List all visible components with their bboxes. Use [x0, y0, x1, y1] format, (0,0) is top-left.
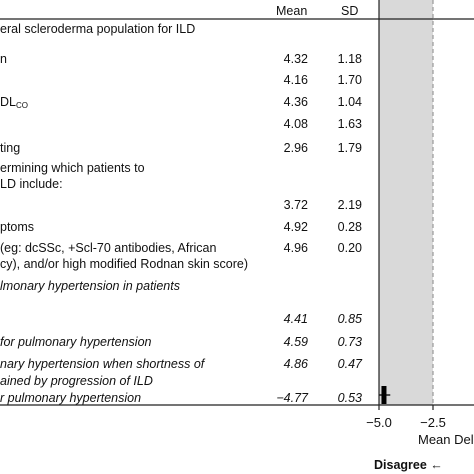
row-label-text: r pulmonary hypertension [0, 391, 142, 405]
row-mean: 4.59 [283, 335, 308, 349]
row-sd: 0.28 [337, 220, 362, 234]
row-label-text: LD include: [0, 177, 63, 191]
data-point-marker [381, 386, 387, 404]
row-mean: 2.96 [283, 141, 308, 155]
row-label-text: cy), and/or high modified Rodnan skin sc… [0, 257, 249, 271]
row-label-text: ting [0, 141, 21, 155]
row-mean: 4.32 [283, 52, 308, 66]
row-label: ting [0, 141, 20, 155]
mean-column-header: Mean [276, 4, 308, 18]
row-label: LD include: [0, 177, 63, 191]
x-tick-label: −2.5 [420, 415, 446, 430]
row-sd: 0.47 [337, 357, 362, 371]
row-mean: 4.16 [283, 73, 308, 87]
row-label: nary hypertension when shortness of [0, 357, 204, 371]
row-mean: 4.41 [283, 312, 308, 326]
row-label: ptoms [0, 220, 34, 234]
row-label-text: n [0, 52, 7, 66]
row-sd: 1.70 [337, 73, 362, 87]
row-label-text: nary hypertension when shortness of [0, 357, 205, 371]
row-mean: 4.96 [283, 241, 308, 255]
row-label-text: ermining which patients to [0, 161, 145, 175]
row-sd: 1.63 [337, 117, 362, 131]
row-sd: 1.79 [337, 141, 362, 155]
row-mean: 4.92 [283, 220, 308, 234]
direction-label: Disagree ← [374, 458, 443, 472]
row-sd: 0.53 [337, 391, 362, 405]
row-mean: 4.86 [283, 357, 308, 371]
row-sd: 1.04 [337, 95, 362, 109]
row-label: eral scleroderma population for ILD [0, 22, 195, 36]
row-mean: 4.36 [283, 95, 308, 109]
x-axis-label: Mean Del [418, 432, 474, 447]
row-label: ermining which patients to [0, 161, 145, 175]
row-label: lmonary hypertension in patients [0, 279, 180, 293]
row-label: cy), and/or high modified Rodnan skin sc… [0, 257, 248, 271]
row-label: n [0, 52, 7, 66]
row-label-text: ptoms [0, 220, 35, 234]
row-sd: 2.19 [337, 198, 362, 212]
row-label-text: DL [0, 95, 16, 109]
row-label-text: for pulmonary hypertension [0, 335, 152, 349]
row-label: ained by progression of ILD [0, 374, 153, 388]
row-sd: 0.73 [337, 335, 362, 349]
x-tick-label: −5.0 [366, 415, 392, 430]
row-label: for pulmonary hypertension [0, 335, 151, 349]
row-label-text: lmonary hypertension in patients [0, 279, 180, 293]
row-mean: 3.72 [283, 198, 308, 212]
row-label: (eg: dcSSc, +Scl-70 antibodies, African [0, 241, 216, 255]
row-label-text: (eg: dcSSc, +Scl-70 antibodies, African [0, 241, 217, 255]
row-mean: −4.77 [276, 391, 308, 405]
row-label: DLCO [0, 95, 28, 113]
row-mean: 4.08 [283, 117, 308, 131]
shaded-region [379, 0, 433, 405]
row-label: r pulmonary hypertension [0, 391, 141, 405]
row-label-text: eral scleroderma population for ILD [0, 22, 196, 36]
row-sd: 0.20 [337, 241, 362, 255]
row-label-subscript: CO [15, 101, 28, 110]
sd-column-header: SD [341, 4, 359, 18]
row-sd: 1.18 [337, 52, 362, 66]
row-sd: 0.85 [337, 312, 362, 326]
row-label-text: ained by progression of ILD [0, 374, 153, 388]
